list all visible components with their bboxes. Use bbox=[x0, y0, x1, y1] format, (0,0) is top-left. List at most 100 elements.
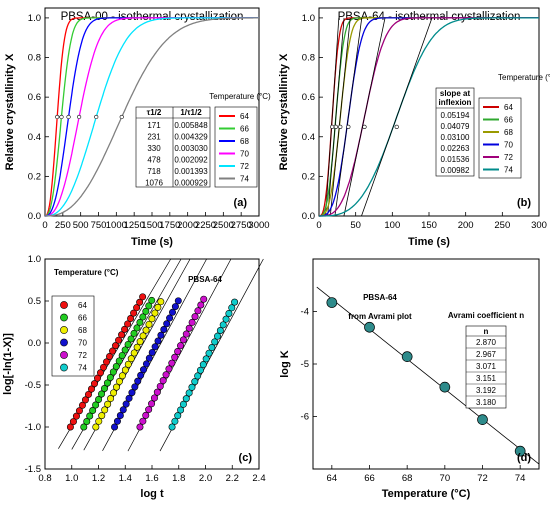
y-tick-label: -6 bbox=[301, 412, 309, 423]
thalf-value: 1076 bbox=[145, 179, 163, 188]
legend-c: Temperature (°C) 64 66 68 70 72 74 bbox=[51, 268, 119, 377]
data-point-74 bbox=[228, 304, 236, 312]
x-tick-label: 0 bbox=[316, 220, 321, 231]
inv-thalf-value: 0.002092 bbox=[174, 156, 208, 165]
data-point-72 bbox=[179, 336, 187, 344]
data-point-68 bbox=[115, 377, 123, 385]
legend-title-b: Temperature (°C) bbox=[498, 73, 550, 82]
data-point-64 bbox=[69, 418, 77, 426]
thalf-table: τ1/2 1/τ1/2 171 0.005848 231 0.004329 330 0.0… bbox=[135, 106, 211, 188]
y-tick-label: 0.8 bbox=[302, 53, 315, 64]
data-point-68 bbox=[130, 349, 138, 357]
x-tick-label: 1750 bbox=[159, 220, 180, 231]
data-point-68 bbox=[139, 332, 147, 340]
legend-label: 64 bbox=[78, 301, 87, 310]
series-line-74 bbox=[319, 17, 539, 217]
data-point-66 bbox=[112, 362, 120, 370]
data-point-74 bbox=[205, 349, 213, 357]
x-tick-label: 100 bbox=[384, 220, 400, 231]
title-b: PBSA-64 - isothermal crystallization bbox=[338, 11, 521, 23]
data-point-68 bbox=[127, 355, 135, 363]
data-point-74 bbox=[179, 400, 187, 408]
data-point-70 bbox=[125, 394, 133, 402]
data-point-70 bbox=[116, 412, 124, 420]
ylabel-c: log[-ln(1-X)] bbox=[2, 333, 14, 395]
y-tick-label: 0.0 bbox=[302, 211, 315, 222]
data-point-70 bbox=[174, 297, 182, 305]
inv-thalf-header: 1/τ1/2 bbox=[180, 108, 202, 117]
data-point-72 bbox=[171, 353, 179, 361]
legend-label: 64 bbox=[240, 112, 249, 121]
inflexion-tangent-64 bbox=[325, 17, 340, 217]
data-point-66 bbox=[127, 335, 135, 343]
inflexion-tangent-66 bbox=[327, 17, 345, 217]
y-tick-label: -5 bbox=[301, 359, 309, 370]
data-point-70 bbox=[166, 314, 174, 322]
x-tick-label: 64 bbox=[327, 473, 338, 484]
x-tick-label: 2.4 bbox=[252, 473, 265, 484]
x-tick-label: 300 bbox=[531, 220, 547, 231]
legend-label: 74 bbox=[504, 166, 513, 175]
data-point-68 bbox=[121, 366, 129, 374]
y-tick-label: -0.5 bbox=[25, 380, 41, 391]
curves-b bbox=[318, 17, 539, 217]
data-point-72 bbox=[142, 411, 150, 419]
data-point-68 bbox=[118, 372, 126, 380]
data-point-68 bbox=[154, 303, 162, 311]
data-point-64 bbox=[127, 315, 135, 323]
data-point-74 bbox=[225, 309, 233, 317]
avrami-table-title: Avrami coefficient n bbox=[448, 311, 524, 320]
data-point-70 bbox=[134, 377, 142, 385]
data-point-64 bbox=[124, 320, 132, 328]
data-point-72 bbox=[168, 359, 176, 367]
panel-b: PBSA-64 - isothermal crystallization Rel… bbox=[278, 7, 550, 248]
data-point-70 bbox=[111, 423, 119, 431]
data-point-64 bbox=[81, 396, 89, 404]
data-point-72 bbox=[177, 342, 185, 350]
data-point-66 bbox=[109, 368, 117, 376]
data-point-74 bbox=[216, 327, 224, 335]
data-point-64 bbox=[103, 358, 111, 366]
legend-marker-64 bbox=[60, 301, 68, 309]
y-tick-label: -4 bbox=[301, 307, 309, 318]
data-point-64 bbox=[72, 412, 80, 420]
data-point-66 bbox=[100, 384, 108, 392]
y-tick-label: 0.5 bbox=[28, 296, 41, 307]
data-point-64 bbox=[112, 342, 120, 350]
x-tick-label: 2.2 bbox=[226, 473, 239, 484]
x-tick-label: 200 bbox=[458, 220, 474, 231]
data-point-74 bbox=[174, 412, 182, 420]
xlabel-c: log t bbox=[140, 488, 164, 500]
slope-table: slope at inflexion 0.05194 0.04079 0.03100… bbox=[435, 87, 475, 177]
data-point-66 bbox=[139, 313, 147, 321]
data-point-66 bbox=[80, 423, 88, 431]
thalf-value: 171 bbox=[147, 121, 161, 130]
data-point-68 bbox=[133, 343, 141, 351]
series-line-72 bbox=[45, 17, 259, 217]
xlabel-d: Temperature (°C) bbox=[382, 488, 471, 500]
half-time-marker-68 bbox=[66, 114, 71, 120]
x-tick-label: 74 bbox=[515, 473, 526, 484]
legend-label: 68 bbox=[240, 137, 249, 146]
data-point-66 bbox=[142, 307, 150, 315]
x-tick-label: 66 bbox=[364, 473, 375, 484]
data-point-70 bbox=[137, 371, 145, 379]
panel-label-b: (b) bbox=[517, 197, 531, 209]
regression-line bbox=[316, 286, 540, 465]
legend-marker-70 bbox=[60, 338, 68, 347]
thalf-value: 478 bbox=[147, 156, 161, 165]
x-tick-label: 2500 bbox=[213, 220, 234, 231]
inflexion-tangent-72 bbox=[343, 17, 386, 217]
data-point-72 bbox=[145, 406, 153, 414]
data-point-74 bbox=[231, 298, 239, 306]
x-tick-label: 500 bbox=[73, 220, 89, 231]
y-tick-label: 1.0 bbox=[302, 13, 315, 24]
inv-thalf-value: 0.004329 bbox=[174, 133, 208, 142]
slope-value: 0.00982 bbox=[441, 166, 470, 175]
data-point-68 bbox=[136, 338, 144, 346]
legend-label: 74 bbox=[78, 364, 87, 373]
data-point-74 bbox=[211, 338, 219, 346]
inflexion-marker-64 bbox=[330, 124, 335, 129]
data-point bbox=[477, 414, 488, 425]
data-point-72 bbox=[197, 301, 205, 309]
